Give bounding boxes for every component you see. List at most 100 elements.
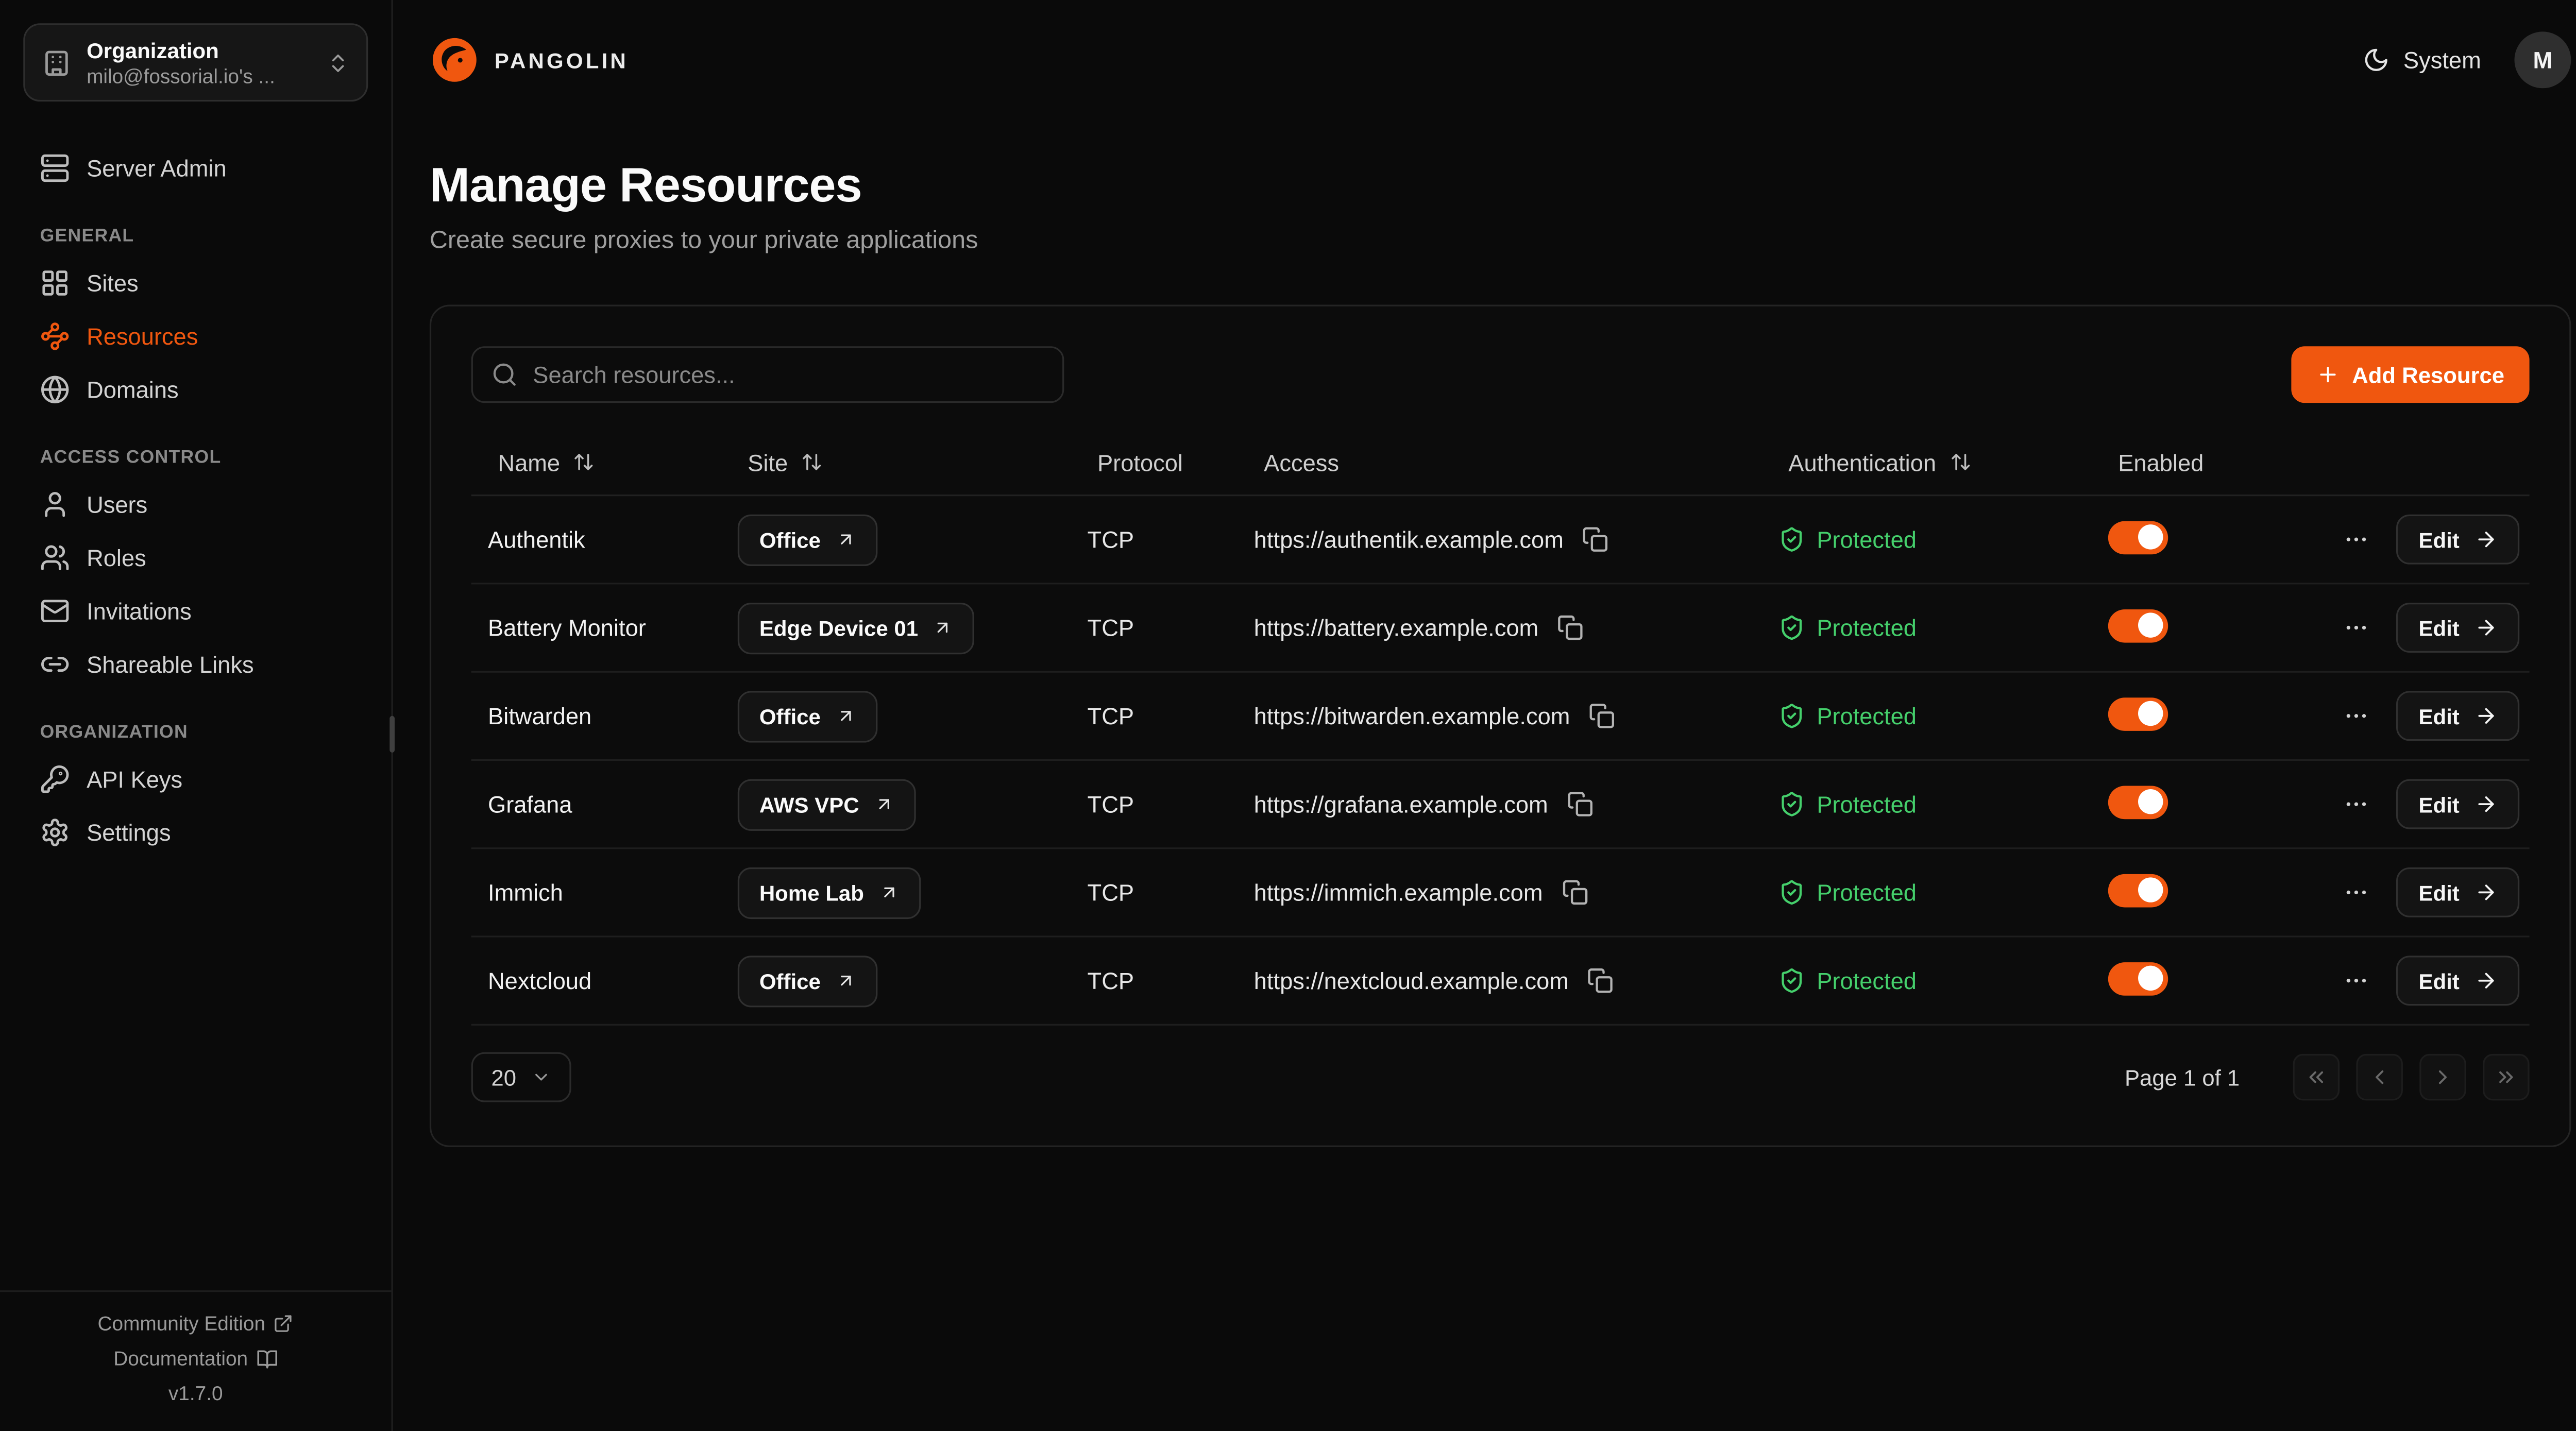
prev-page-button[interactable] <box>2356 1053 2403 1101</box>
copy-icon <box>1589 704 1614 728</box>
section-label-organization: ORGANIZATION <box>40 722 189 743</box>
shield-check-icon <box>1782 968 1802 993</box>
sidebar-item-server-admin[interactable]: Server Admin <box>20 142 371 195</box>
column-header-authentication[interactable]: Authentication <box>1762 449 2092 475</box>
copy-url-button[interactable] <box>1588 703 1615 729</box>
sidebar-item-resources[interactable]: Resources <box>20 310 371 363</box>
auth-status: Protected <box>1778 615 2092 641</box>
ellipsis-icon <box>2347 890 2367 895</box>
enabled-toggle[interactable] <box>2108 785 2168 819</box>
sidebar-item-api-keys[interactable]: API Keys <box>20 753 371 806</box>
sidebar-item-invitations[interactable]: Invitations <box>20 584 371 637</box>
sidebar-item-shareable-links[interactable]: Shareable Links <box>20 638 371 691</box>
protocol-cell: TCP <box>1087 614 1134 641</box>
copy-url-button[interactable] <box>1587 967 1614 994</box>
site-link-button[interactable]: AWS VPC <box>737 778 916 830</box>
avatar[interactable]: M <box>2514 31 2571 89</box>
edit-button[interactable]: Edit <box>2397 514 2520 565</box>
enabled-toggle[interactable] <box>2108 961 2168 995</box>
waypoints-icon <box>41 322 69 350</box>
site-name: Office <box>759 526 821 552</box>
sidebar-item-sites[interactable]: Sites <box>20 257 371 310</box>
site-link-button[interactable]: Home Lab <box>737 866 921 918</box>
site-link-button[interactable]: Office <box>737 690 877 742</box>
card-toolbar: Add Resource <box>471 346 2530 403</box>
page-size-select[interactable]: 20 <box>471 1052 571 1102</box>
enabled-toggle[interactable] <box>2108 608 2168 642</box>
auth-status: Protected <box>1778 703 2092 729</box>
theme-switcher-button[interactable]: System <box>2363 46 2481 73</box>
sidebar-item-label: Sites <box>87 269 139 297</box>
column-label: Access <box>1264 449 1340 475</box>
org-selector[interactable]: Organization milo@fossorial.io's ... <box>23 23 368 102</box>
arrow-right-icon <box>2478 620 2494 636</box>
site-link-button[interactable]: Office <box>737 514 877 566</box>
site-link-button[interactable]: Office <box>737 955 877 1007</box>
edit-button[interactable]: Edit <box>2397 867 2520 917</box>
authentication-cell: Protected <box>1762 879 2092 906</box>
row-actions-button[interactable] <box>2344 615 2370 641</box>
edit-button[interactable]: Edit <box>2397 603 2520 653</box>
edit-button[interactable]: Edit <box>2397 691 2520 741</box>
auth-status-label: Protected <box>1817 614 1917 641</box>
enabled-cell <box>2092 873 2308 911</box>
brand-home-link[interactable]: PANGOLIN <box>430 35 629 85</box>
enabled-toggle[interactable] <box>2108 696 2168 730</box>
copy-url-button[interactable] <box>1557 615 1584 641</box>
sidebar-item-domains[interactable]: Domains <box>20 363 371 416</box>
copy-url-button[interactable] <box>1561 879 1588 906</box>
next-page-button[interactable] <box>2419 1053 2466 1101</box>
grid-icon <box>42 270 67 296</box>
row-actions-button[interactable] <box>2344 967 2370 994</box>
row-actions-button[interactable] <box>2344 879 2370 906</box>
column-header-name[interactable]: Name <box>471 449 721 475</box>
edit-button[interactable]: Edit <box>2397 956 2520 1006</box>
search-input[interactable] <box>533 361 1044 388</box>
documentation-link[interactable]: Documentation <box>113 1347 278 1370</box>
site-cell: Office <box>721 514 1071 566</box>
sidebar-item-users[interactable]: Users <box>20 478 371 531</box>
column-header-site[interactable]: Site <box>721 449 1071 475</box>
protocol-cell: TCP <box>1087 702 1134 729</box>
pagination: Page 1 of 1 <box>2125 1053 2530 1101</box>
first-page-button[interactable] <box>2293 1053 2340 1101</box>
plus-icon <box>2320 367 2337 383</box>
access-cell: https://nextcloud.example.com <box>1237 967 1761 994</box>
copy-icon <box>1567 792 1592 816</box>
org-name: Organization <box>87 38 219 63</box>
row-actions-button[interactable] <box>2344 791 2370 817</box>
row-actions-button[interactable] <box>2344 526 2370 553</box>
external-link-icon <box>275 1315 292 1332</box>
row-actions-button[interactable] <box>2344 703 2370 729</box>
sidebar-nav: Server Admin GENERAL Sites Resources Dom… <box>20 138 371 1290</box>
sidebar-item-label: Roles <box>87 544 146 571</box>
sort-icon <box>1951 454 1970 470</box>
authentication-cell: Protected <box>1762 703 2092 729</box>
last-page-button[interactable] <box>2483 1053 2530 1101</box>
edit-button[interactable]: Edit <box>2397 779 2520 829</box>
sidebar-resize-handle[interactable] <box>389 716 395 753</box>
enabled-toggle[interactable] <box>2108 873 2168 907</box>
add-resource-button[interactable]: Add Resource <box>2292 346 2530 403</box>
community-edition-label: Community Edition <box>97 1311 266 1336</box>
enabled-toggle[interactable] <box>2108 520 2168 554</box>
column-label: Site <box>748 449 788 475</box>
access-cell: https://authentik.example.com <box>1237 526 1761 553</box>
copy-icon <box>1583 527 1608 552</box>
protocol-cell: TCP <box>1087 879 1134 906</box>
auth-status-label: Protected <box>1817 967 1917 994</box>
copy-url-button[interactable] <box>1566 791 1593 817</box>
sidebar-item-label: Server Admin <box>87 155 227 182</box>
arrow-up-right-icon <box>884 887 894 898</box>
ellipsis-icon <box>2347 714 2367 718</box>
gear-icon <box>42 819 67 846</box>
card-footer: 20 Page 1 of 1 <box>471 1052 2530 1102</box>
sort-icon <box>575 454 594 470</box>
search-box <box>471 346 1064 403</box>
server-icon <box>41 154 69 182</box>
sidebar-item-roles[interactable]: Roles <box>20 531 371 584</box>
community-edition-link[interactable]: Community Edition <box>98 1312 294 1335</box>
sidebar-item-settings[interactable]: Settings <box>20 806 371 859</box>
copy-url-button[interactable] <box>1582 526 1608 553</box>
site-link-button[interactable]: Edge Device 01 <box>737 602 975 654</box>
